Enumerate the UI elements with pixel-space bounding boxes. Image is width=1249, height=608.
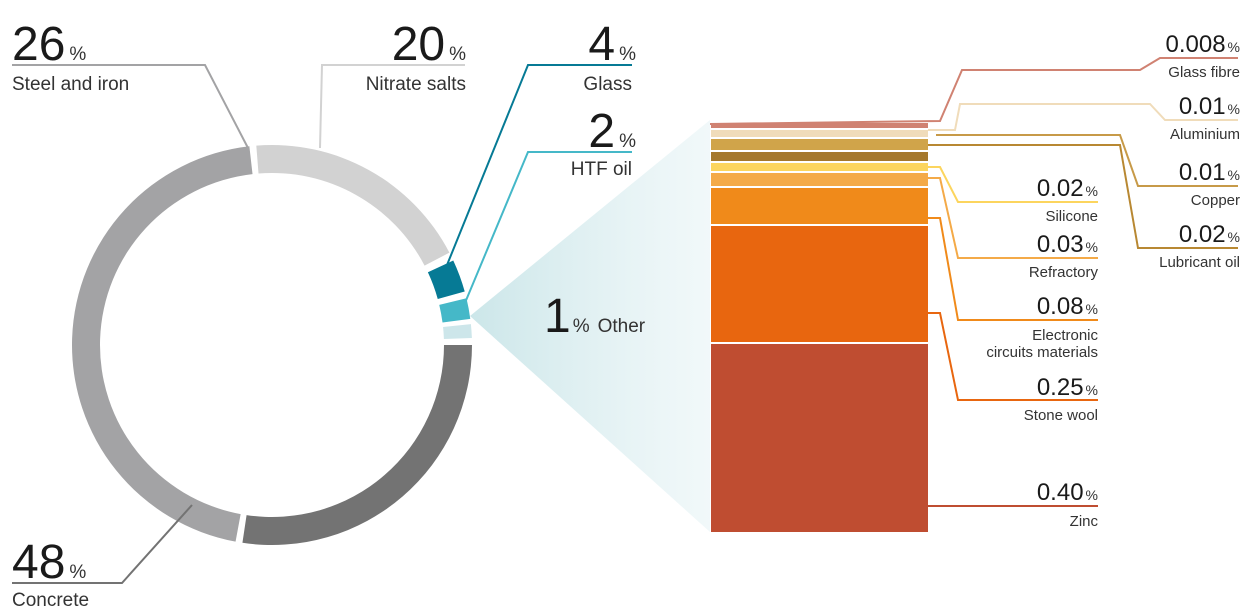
label-concrete-value: 48% [12, 536, 86, 589]
other-expansion-fan [470, 120, 710, 532]
donut-chart [71, 145, 472, 545]
leader-line-concrete [12, 504, 193, 584]
label-zinc-value: 0.40% [1037, 479, 1098, 506]
label-silicone-value: 0.02% [1037, 175, 1098, 202]
label-copper-name: Copper [1191, 192, 1240, 209]
leader-line-lubricant [928, 144, 1238, 249]
label-glassfibre-value: 0.008% [1165, 31, 1240, 58]
label-refractory-value: 0.03% [1037, 231, 1098, 258]
label-stonewool-name: Stone wool [1024, 407, 1098, 424]
donut-slice-htf [439, 298, 471, 323]
label-glass-value: 4% [588, 18, 636, 71]
label-other-callout: 1% Other [544, 290, 646, 343]
label-glass-name: Glass [583, 74, 632, 95]
bar-segment-refractory [711, 173, 928, 186]
bar-segment-lubricant [711, 152, 928, 161]
bar-segment-stonewool [711, 226, 928, 342]
label-stonewool-value: 0.25% [1037, 374, 1098, 401]
label-silicone-name: Silicone [1045, 208, 1098, 225]
donut-slice-concrete [242, 345, 472, 545]
donut-slice-steel [71, 146, 253, 542]
donut-slice-glass [427, 260, 465, 300]
label-copper-value: 0.01% [1179, 159, 1240, 186]
label-electronic-name-line1: Electronic [1032, 327, 1098, 344]
bar-segment-aluminium [711, 130, 928, 137]
leader-line-glassfibre [709, 57, 1238, 125]
leader-line-glass [446, 64, 632, 266]
bar-segment-glassfibre [711, 123, 928, 128]
leader-line-refractory [928, 177, 1098, 259]
label-steel-value: 26% [12, 18, 86, 71]
donut-slice-nitrate [256, 145, 450, 266]
label-electronic-value: 0.08% [1037, 293, 1098, 320]
label-lubricant-name: Lubricant oil [1159, 254, 1240, 271]
bar-segment-copper [711, 139, 928, 150]
label-zinc-name: Zinc [1070, 513, 1099, 530]
label-aluminium-value: 0.01% [1179, 93, 1240, 120]
other-stacked-bar [711, 123, 928, 532]
leader-line-aluminium [928, 103, 1238, 131]
leader-line-htf [461, 151, 632, 311]
label-htf-value: 2% [588, 105, 636, 158]
leader-line-nitrate [319, 64, 465, 149]
label-concrete-name: Concrete [12, 590, 89, 608]
leader-line-silicone [928, 166, 1098, 203]
label-nitrate-value: 20% [392, 18, 466, 71]
leader-line-steel [12, 64, 249, 149]
label-electronic-name-line2: circuits materials [986, 344, 1098, 361]
leader-line-copper [936, 134, 1238, 187]
label-refractory-name: Refractory [1029, 264, 1099, 281]
donut-slice-other [443, 324, 472, 339]
leader-line-electronic [928, 217, 1098, 321]
label-lubricant-value: 0.02% [1179, 221, 1240, 248]
label-nitrate-name: Nitrate salts [366, 74, 466, 95]
label-steel-name: Steel and iron [12, 74, 129, 95]
label-htf-name: HTF oil [571, 159, 632, 180]
bar-segment-electronic [711, 188, 928, 224]
label-glassfibre-name: Glass fibre [1168, 64, 1240, 81]
leader-line-stonewool [928, 312, 1098, 401]
label-aluminium-name: Aluminium [1170, 126, 1240, 143]
bar-segment-zinc [711, 344, 928, 532]
bar-segment-silicone [711, 163, 928, 171]
